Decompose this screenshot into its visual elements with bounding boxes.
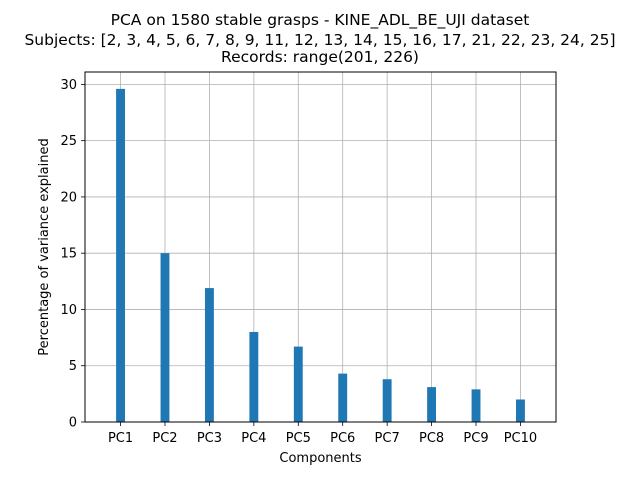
plot-frame	[84, 71, 557, 423]
y-tick-label-2: 10	[60, 303, 77, 318]
bars	[116, 88, 525, 422]
x-tick-label-PC9: PC9	[463, 431, 488, 446]
x-tick-label-PC3: PC3	[197, 431, 222, 446]
chart-title-line-3: Records: range(201, 226)	[221, 48, 419, 66]
y-tick-label-0: 0	[69, 416, 77, 431]
y-tick-label-4: 20	[60, 190, 77, 205]
bar-PC8	[427, 387, 437, 422]
y-tick-label-5: 25	[60, 134, 77, 149]
y-tick-label-1: 5	[69, 359, 77, 374]
x-tick-label-PC1: PC1	[108, 431, 133, 446]
y-tick-label-6: 30	[60, 78, 77, 93]
bar-PC10	[516, 399, 525, 422]
bar-PC3	[204, 288, 214, 422]
ticks: 0 5 10 15 20 25 30 PC1 PC2 PC3 PC4 PC5 PC6 PC7 PC8 PC9 P…	[60, 78, 537, 446]
x-tick-label-PC7: PC7	[375, 431, 400, 446]
chart-title-line-2: Subjects: [2, 3, 4, 5, 6, 7, 8, 9, 11, 1…	[24, 31, 616, 49]
bar-PC2	[160, 253, 170, 422]
bar-PC6	[338, 373, 348, 422]
grid-lines	[85, 72, 556, 423]
bar-PC5	[293, 346, 303, 422]
x-tick-label-PC8: PC8	[419, 431, 444, 446]
x-tick-label-PC10: PC10	[504, 431, 537, 446]
x-tick-label-PC4: PC4	[241, 431, 266, 446]
bar-PC1	[116, 88, 125, 422]
y-tick-label-3: 15	[60, 247, 77, 262]
x-tick-label-PC2: PC2	[152, 431, 177, 446]
bar-PC9	[471, 389, 481, 422]
chart-title-line-1: PCA on 1580 stable grasps - KINE_ADL_BE_…	[110, 11, 530, 29]
bar-PC7	[382, 379, 392, 422]
x-tick-label-PC5: PC5	[286, 431, 311, 446]
x-axis-label: Components	[279, 451, 361, 466]
y-axis-label: Percentage of variance explained	[37, 138, 52, 355]
bar-PC4	[249, 331, 259, 422]
x-tick-label-PC6: PC6	[330, 431, 355, 446]
